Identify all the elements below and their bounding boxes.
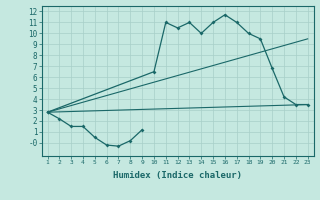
X-axis label: Humidex (Indice chaleur): Humidex (Indice chaleur)	[113, 171, 242, 180]
